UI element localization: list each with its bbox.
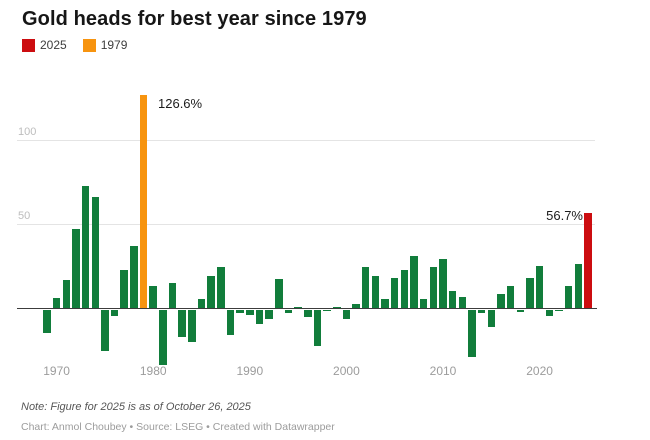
bar-1981 [159, 309, 167, 365]
bar-1984 [188, 309, 196, 342]
legend: 2025 1979 [22, 38, 127, 52]
bar-2008 [419, 298, 428, 309]
bar-1983 [178, 309, 186, 338]
bar-2020 [535, 266, 544, 309]
bar-2014 [477, 309, 486, 313]
bar-2021 [545, 309, 554, 316]
bar-2006 [400, 269, 409, 309]
bar-1980 [149, 286, 157, 309]
x-axis-baseline [17, 308, 597, 309]
bar-2005 [390, 278, 399, 309]
bar-1974 [91, 196, 99, 309]
bar-2015 [487, 309, 496, 328]
bar-1999 [333, 306, 341, 309]
bar-2001 [352, 304, 360, 309]
bar-1995 [294, 306, 302, 309]
bar-2010 [439, 258, 447, 309]
bar-2018 [516, 309, 525, 313]
bar-1979 [139, 94, 148, 309]
annotation-2025-value: 56.7% [546, 208, 583, 223]
bar-1987 [217, 267, 225, 309]
gridline-100 [17, 139, 595, 141]
footnote: Note: Figure for 2025 is as of October 2… [21, 401, 251, 413]
bar-2004 [381, 299, 389, 309]
x-axis-label-2020: 2020 [526, 364, 553, 378]
bar-1989 [236, 309, 244, 314]
bar-2013 [468, 309, 476, 357]
bar-1988 [226, 309, 235, 336]
x-axis-label-1990: 1990 [236, 364, 264, 378]
bar-1994 [284, 309, 293, 314]
bar-2017 [506, 286, 515, 309]
bar-1971 [62, 280, 71, 309]
annotation-1979-value: 126.6% [158, 96, 203, 111]
bar-1998 [323, 309, 331, 311]
x-axis-label-2010: 2010 [429, 364, 457, 378]
bar-2024 [574, 263, 582, 309]
legend-item-1979: 1979 [82, 38, 128, 52]
legend-swatch-icon [22, 38, 35, 52]
legend-label: 1979 [100, 38, 128, 52]
bar-1993 [275, 279, 283, 309]
bar-1990 [246, 309, 254, 315]
x-axis-label-2000: 2000 [333, 364, 360, 378]
bar-1985 [197, 298, 206, 309]
bar-1972 [72, 229, 80, 309]
bar-2011 [448, 291, 457, 309]
bar-1997 [313, 309, 322, 346]
bar-2007 [410, 255, 418, 309]
x-axis-label-1970: 1970 [43, 364, 70, 378]
legend-item-2025: 2025 [22, 38, 67, 52]
bar-1970 [52, 298, 61, 309]
bar-1976 [110, 309, 119, 317]
bar-1978 [130, 245, 138, 309]
bar-2003 [371, 275, 380, 309]
bar-2000 [342, 309, 351, 319]
bar-1996 [304, 309, 312, 318]
bar-2016 [497, 293, 505, 309]
gridline-50 [17, 224, 595, 225]
bar-1973 [81, 186, 90, 309]
bar-1986 [207, 275, 215, 309]
bar-2019 [526, 277, 534, 309]
y-axis-label-50: 50 [18, 210, 31, 222]
bar-1975 [101, 309, 109, 352]
bar-2009 [429, 267, 438, 309]
bar-2025 [584, 212, 592, 309]
bar-1977 [120, 270, 128, 309]
legend-label: 2025 [40, 38, 67, 52]
bar-1982 [168, 283, 177, 309]
bar-1991 [255, 309, 264, 325]
bar-2022 [555, 309, 563, 311]
credit-line: Chart: Anmol Choubey • Source: LSEG • Cr… [21, 421, 335, 433]
chart-title: Gold heads for best year since 1979 [22, 8, 367, 30]
bar-1992 [265, 309, 273, 320]
bar-2012 [458, 296, 467, 309]
y-axis-label-100: 100 [18, 125, 37, 138]
bar-2002 [361, 266, 370, 309]
bar-2023 [564, 286, 573, 309]
legend-swatch-icon [82, 38, 96, 52]
bar-1969 [43, 309, 51, 334]
x-axis-label-1980: 1980 [139, 364, 167, 378]
